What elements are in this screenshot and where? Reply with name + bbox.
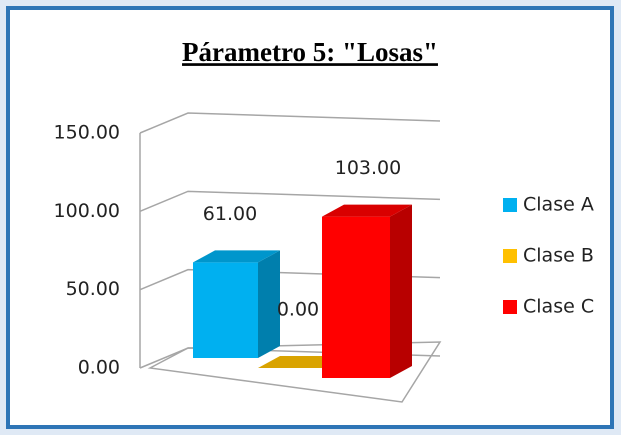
chart-title: Párametro 5: "Losas": [182, 37, 438, 67]
bar-front: [322, 216, 390, 378]
data-label: 0.00: [277, 299, 319, 321]
bar-top: [322, 204, 412, 217]
legend-swatch: [503, 300, 517, 314]
bar: [193, 250, 280, 358]
data-label: 61.00: [203, 203, 257, 225]
bar: [322, 204, 412, 378]
bar-side: [390, 204, 412, 378]
y-tick-label: 150.00: [54, 122, 120, 144]
bar-top: [193, 250, 280, 263]
grid-line: [139, 112, 441, 134]
legend-swatch: [503, 198, 517, 212]
legend-label: Clase B: [523, 245, 594, 267]
y-tick-label: 100.00: [54, 200, 120, 222]
bar-side: [258, 250, 280, 358]
legend-swatch: [503, 249, 517, 263]
y-tick-label: 50.00: [66, 278, 120, 300]
bar-front: [193, 262, 258, 358]
grid-line: [139, 190, 441, 213]
data-label: 103.00: [335, 157, 401, 179]
legend-label: Clase C: [523, 296, 594, 318]
y-tick-label: 0.00: [78, 357, 120, 379]
legend-label: Clase A: [523, 194, 594, 216]
